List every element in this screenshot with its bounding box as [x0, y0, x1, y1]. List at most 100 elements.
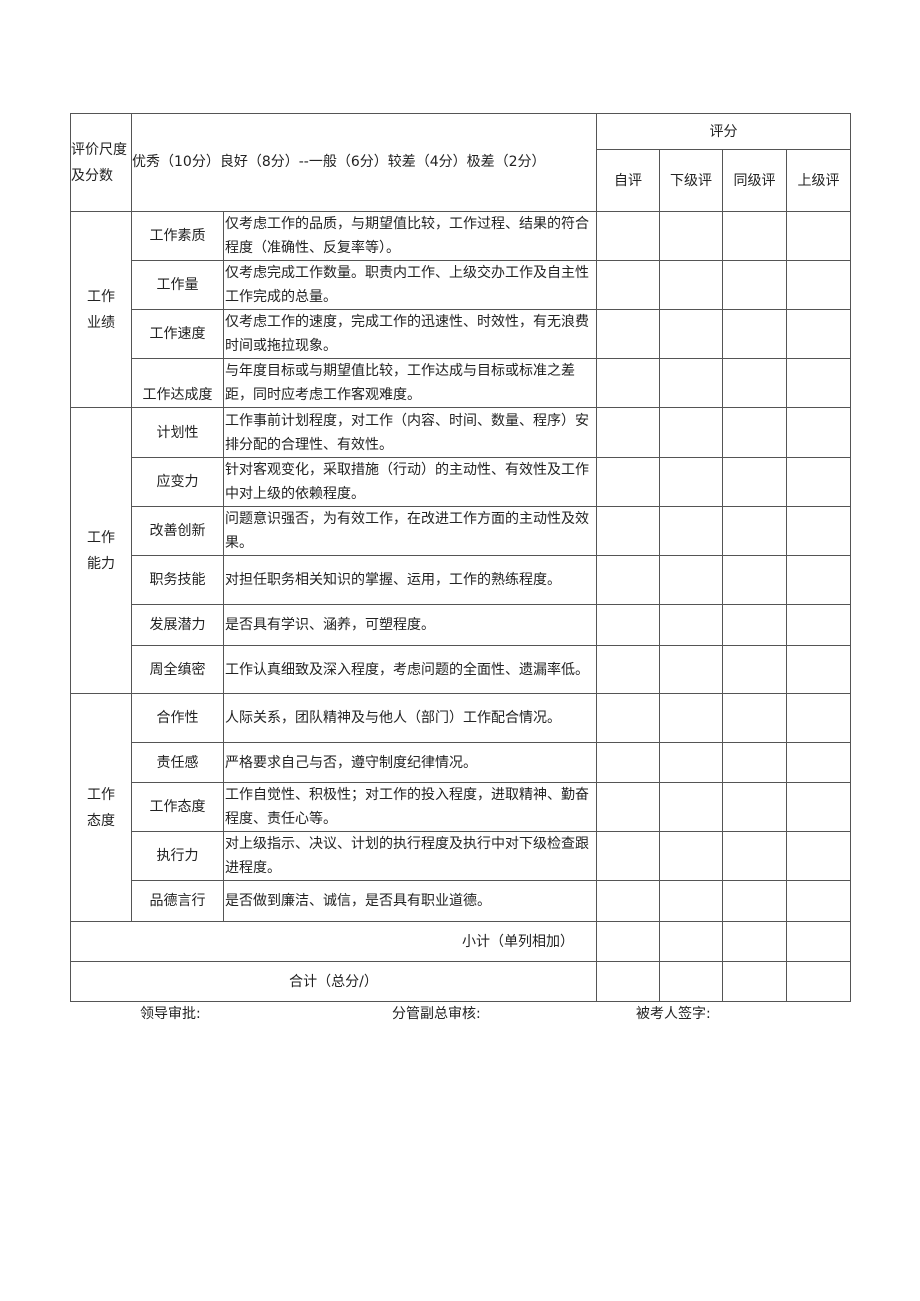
total-cell-superior[interactable] — [786, 961, 851, 1002]
subtotal-cell-subordinate[interactable] — [659, 921, 723, 962]
score-cell-subordinate[interactable] — [659, 260, 723, 310]
score-cell-subordinate[interactable] — [659, 555, 723, 605]
criteria-row: 工作达成度 与年度目标或与期望值比较，工作达成与目标或标准之差距，同时应考虑工作客… — [71, 358, 851, 408]
score-cell-peer[interactable] — [722, 358, 787, 408]
score-cell-self[interactable] — [596, 309, 660, 359]
score-cell-superior[interactable] — [786, 506, 851, 556]
score-cell-self[interactable] — [596, 604, 660, 646]
score-cell-subordinate[interactable] — [659, 358, 723, 408]
criteria-name: 工作量 — [131, 260, 224, 310]
subtotal-cell-superior[interactable] — [786, 921, 851, 962]
score-cell-superior[interactable] — [786, 457, 851, 507]
score-cell-subordinate[interactable] — [659, 782, 723, 832]
score-col-superior: 上级评 — [786, 149, 851, 212]
evaluation-table: 评价尺度及分数 优秀（10分）良好（8分）--一般（6分）较差（4分）极差（2分… — [70, 113, 851, 1002]
score-cell-subordinate[interactable] — [659, 645, 723, 694]
score-cell-subordinate[interactable] — [659, 407, 723, 458]
score-col-peer: 同级评 — [722, 149, 787, 212]
criteria-name: 品德言行 — [131, 880, 224, 922]
score-cell-superior[interactable] — [786, 211, 851, 261]
score-cell-peer[interactable] — [722, 211, 787, 261]
score-cell-subordinate[interactable] — [659, 880, 723, 922]
total-cell-subordinate[interactable] — [659, 961, 723, 1002]
score-cell-peer[interactable] — [722, 693, 787, 743]
score-col-self: 自评 — [596, 149, 660, 212]
score-cell-superior[interactable] — [786, 645, 851, 694]
score-cell-self[interactable] — [596, 358, 660, 408]
criteria-name: 改善创新 — [131, 506, 224, 556]
score-col-subordinate: 下级评 — [659, 149, 723, 212]
criteria-row: 责任感 严格要求自己与否，遵守制度纪律情况。 — [71, 742, 851, 783]
subtotal-cell-self[interactable] — [596, 921, 660, 962]
score-cell-subordinate[interactable] — [659, 506, 723, 556]
score-cell-self[interactable] — [596, 831, 660, 881]
score-cell-peer[interactable] — [722, 260, 787, 310]
score-cell-peer[interactable] — [722, 555, 787, 605]
score-cell-peer[interactable] — [722, 604, 787, 646]
score-cell-superior[interactable] — [786, 407, 851, 458]
score-cell-superior[interactable] — [786, 880, 851, 922]
score-cell-peer[interactable] — [722, 506, 787, 556]
score-cell-subordinate[interactable] — [659, 604, 723, 646]
criteria-description: 问题意识强否，为有效工作，在改进工作方面的主动性及效果。 — [223, 506, 597, 556]
score-cell-peer[interactable] — [722, 831, 787, 881]
score-cell-self[interactable] — [596, 211, 660, 261]
criteria-name: 发展潜力 — [131, 604, 224, 646]
score-cell-self[interactable] — [596, 693, 660, 743]
group-name: 工作业绩 — [70, 211, 132, 408]
score-cell-peer[interactable] — [722, 782, 787, 832]
scale-text: 优秀（10分）良好（8分）--一般（6分）较差（4分）极差（2分） — [131, 113, 597, 212]
total-cell-self[interactable] — [596, 961, 660, 1002]
criteria-description: 与年度目标或与期望值比较，工作达成与目标或标准之差距，同时应考虑工作客观难度。 — [223, 358, 597, 408]
score-cell-peer[interactable] — [722, 742, 787, 783]
criteria-name: 职务技能 — [131, 555, 224, 605]
criteria-description: 仅考虑工作的品质，与期望值比较，工作过程、结果的符合程度（准确性、反复率等）。 — [223, 211, 597, 261]
criteria-row: 工作量 仅考虑完成工作数量。职责内工作、上级交办工作及自主性工作完成的总量。 — [71, 260, 851, 310]
criteria-row: 工作态度 工作自觉性、积极性；对工作的投入程度，进取精神、勤奋程度、责任心等。 — [71, 782, 851, 832]
score-cell-self[interactable] — [596, 782, 660, 832]
score-cell-self[interactable] — [596, 880, 660, 922]
score-cell-superior[interactable] — [786, 358, 851, 408]
score-cell-superior[interactable] — [786, 742, 851, 783]
score-cell-self[interactable] — [596, 555, 660, 605]
vp-review-label: 分管副总审核: — [392, 1006, 481, 1022]
score-cell-peer[interactable] — [722, 407, 787, 458]
criteria-description: 针对客观变化，采取措施（行动）的主动性、有效性及工作中对上级的依赖程度。 — [223, 457, 597, 507]
score-cell-peer[interactable] — [722, 880, 787, 922]
score-cell-superior[interactable] — [786, 260, 851, 310]
criteria-description: 工作事前计划程度，对工作（内容、时间、数量、程序）安排分配的合理性、有效性。 — [223, 407, 597, 458]
score-cell-subordinate[interactable] — [659, 831, 723, 881]
score-cell-superior[interactable] — [786, 309, 851, 359]
score-cell-subordinate[interactable] — [659, 742, 723, 783]
score-cell-superior[interactable] — [786, 782, 851, 832]
score-cell-self[interactable] — [596, 407, 660, 458]
score-cell-self[interactable] — [596, 742, 660, 783]
score-cell-peer[interactable] — [722, 645, 787, 694]
criteria-row: 职务技能 对担任职务相关知识的掌握、运用，工作的熟练程度。 — [71, 555, 851, 605]
score-cell-subordinate[interactable] — [659, 457, 723, 507]
score-cell-subordinate[interactable] — [659, 309, 723, 359]
criteria-row: 周全缜密 工作认真细致及深入程度，考虑问题的全面性、遗漏率低。 — [71, 645, 851, 694]
criteria-name: 责任感 — [131, 742, 224, 783]
criteria-row: 工作能力 计划性 工作事前计划程度，对工作（内容、时间、数量、程序）安排分配的合理性… — [70, 407, 851, 694]
score-cell-peer[interactable] — [722, 309, 787, 359]
criteria-description: 人际关系，团队精神及与他人（部门）工作配合情况。 — [223, 693, 597, 743]
score-cell-superior[interactable] — [786, 693, 851, 743]
score-cell-subordinate[interactable] — [659, 693, 723, 743]
score-cell-self[interactable] — [596, 260, 660, 310]
score-cell-superior[interactable] — [786, 555, 851, 605]
criteria-row: 改善创新 问题意识强否，为有效工作，在改进工作方面的主动性及效果。 — [71, 506, 851, 556]
score-cell-self[interactable] — [596, 506, 660, 556]
score-cell-self[interactable] — [596, 645, 660, 694]
total-cell-peer[interactable] — [722, 961, 787, 1002]
score-cell-self[interactable] — [596, 457, 660, 507]
score-cell-superior[interactable] — [786, 604, 851, 646]
subtotal-cell-peer[interactable] — [722, 921, 787, 962]
criteria-row: 发展潜力 是否具有学识、涵养，可塑程度。 — [71, 604, 851, 646]
score-cell-superior[interactable] — [786, 831, 851, 881]
score-cell-subordinate[interactable] — [659, 211, 723, 261]
criteria-row: 工作业绩 工作素质 仅考虑工作的品质，与期望值比较，工作过程、结果的符合程度（准确性… — [70, 211, 851, 408]
criteria-name: 计划性 — [131, 407, 224, 458]
criteria-description: 是否做到廉洁、诚信，是否具有职业道德。 — [223, 880, 597, 922]
score-cell-peer[interactable] — [722, 457, 787, 507]
